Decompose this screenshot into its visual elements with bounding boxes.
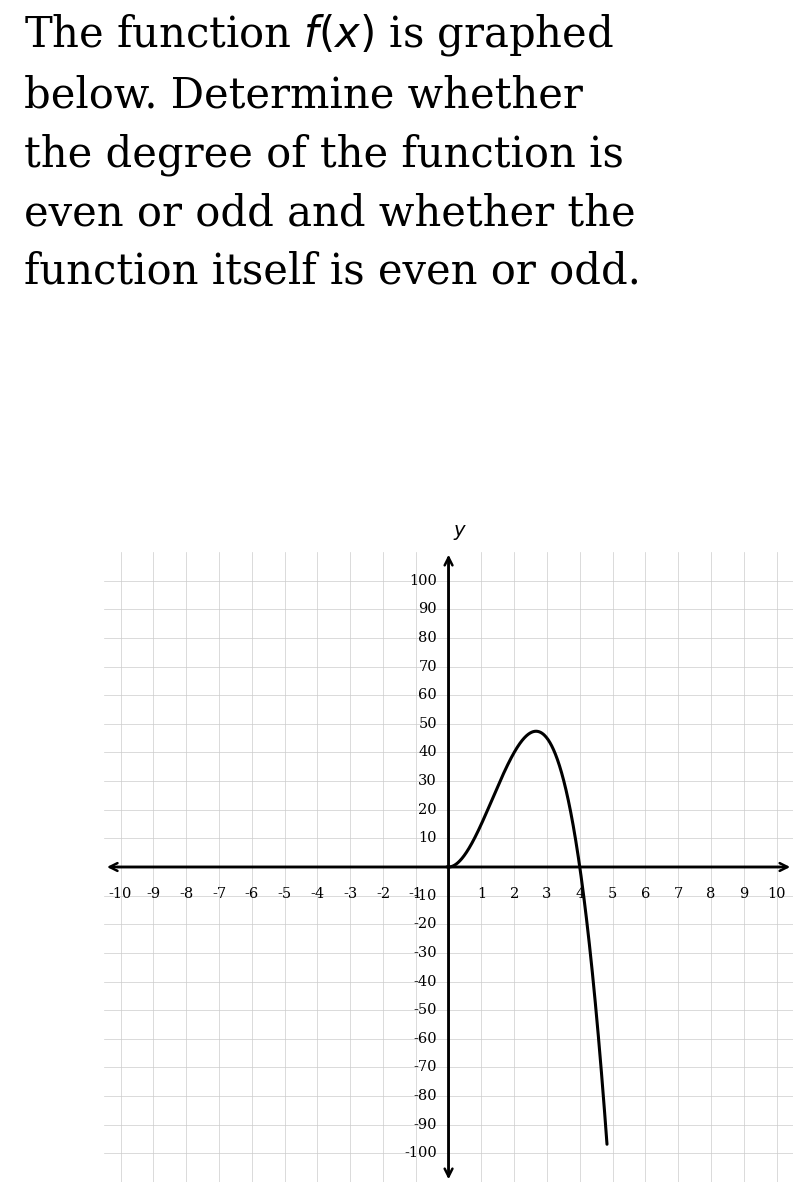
Text: -50: -50 <box>413 1003 437 1018</box>
Text: -70: -70 <box>413 1061 437 1074</box>
Text: -1: -1 <box>409 887 423 901</box>
Text: 10: 10 <box>419 832 437 845</box>
Text: -90: -90 <box>413 1117 437 1132</box>
Text: -60: -60 <box>413 1032 437 1046</box>
Text: 4: 4 <box>575 887 585 901</box>
Text: 5: 5 <box>608 887 618 901</box>
Text: 100: 100 <box>409 574 437 588</box>
Text: -100: -100 <box>405 1146 437 1160</box>
Text: -10: -10 <box>109 887 132 901</box>
Text: 10: 10 <box>767 887 786 901</box>
Text: -2: -2 <box>376 887 390 901</box>
Text: 8: 8 <box>706 887 715 901</box>
Text: 9: 9 <box>739 887 748 901</box>
Text: 6: 6 <box>641 887 650 901</box>
Text: -10: -10 <box>413 889 437 902</box>
Text: -8: -8 <box>179 887 193 901</box>
Text: 20: 20 <box>418 803 437 817</box>
Text: -6: -6 <box>244 887 259 901</box>
Text: -9: -9 <box>147 887 160 901</box>
Text: 80: 80 <box>418 631 437 644</box>
Text: 50: 50 <box>418 716 437 731</box>
Text: -80: -80 <box>413 1090 437 1103</box>
Text: -20: -20 <box>413 917 437 931</box>
Text: -40: -40 <box>413 974 437 989</box>
Text: 30: 30 <box>418 774 437 788</box>
Text: -7: -7 <box>212 887 226 901</box>
Text: 70: 70 <box>418 660 437 673</box>
Text: 60: 60 <box>418 688 437 702</box>
Text: 90: 90 <box>418 602 437 617</box>
Text: -3: -3 <box>343 887 357 901</box>
Text: 3: 3 <box>542 887 552 901</box>
Text: 2: 2 <box>509 887 519 901</box>
Text: -4: -4 <box>310 887 324 901</box>
Text: -30: -30 <box>413 946 437 960</box>
Text: $y$: $y$ <box>453 523 467 542</box>
Text: 7: 7 <box>674 887 682 901</box>
Text: 1: 1 <box>477 887 486 901</box>
Text: 40: 40 <box>418 745 437 760</box>
Text: -5: -5 <box>277 887 292 901</box>
Text: The function $f(x)$ is graphed
below. Determine whether
the degree of the functi: The function $f(x)$ is graphed below. De… <box>24 12 641 293</box>
